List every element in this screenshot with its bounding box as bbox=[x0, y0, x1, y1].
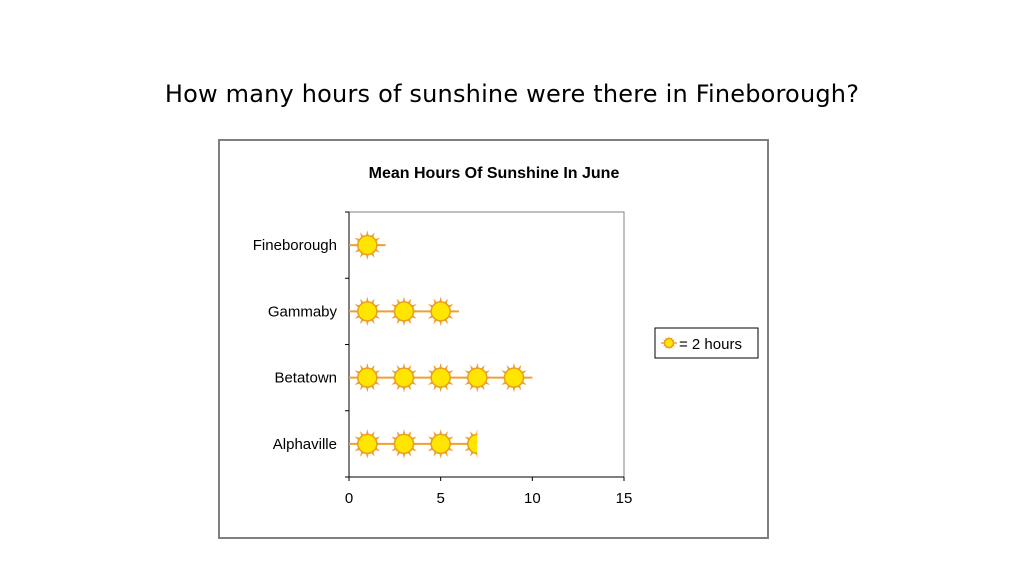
bar-gammaby bbox=[349, 296, 459, 327]
legend-sun-icon bbox=[661, 336, 677, 350]
chart-frame: Mean Hours Of Sunshine In June Fineborou… bbox=[218, 139, 769, 539]
sun-icon bbox=[352, 230, 383, 260]
sun-icon bbox=[389, 362, 419, 393]
y-axis: Fineborough Gammaby Betatown Alphaville bbox=[253, 211, 350, 478]
x-tick-label: 0 bbox=[345, 490, 353, 507]
category-label: Fineborough bbox=[253, 237, 337, 254]
sun-icon bbox=[352, 429, 383, 459]
question-text: How many hours of sunshine were there in… bbox=[164, 80, 860, 108]
bar-alphaville bbox=[349, 429, 478, 459]
sun-icon bbox=[352, 296, 383, 327]
category-label: Gammaby bbox=[268, 303, 338, 320]
chart-title: Mean Hours Of Sunshine In June bbox=[369, 165, 620, 182]
x-tick-label: 5 bbox=[436, 490, 444, 507]
legend-sun bbox=[662, 336, 676, 350]
sun-icon bbox=[425, 429, 456, 459]
sun-icon bbox=[462, 362, 493, 393]
category-label: Betatown bbox=[274, 370, 337, 387]
legend-label: = 2 hours bbox=[679, 336, 742, 353]
partial-sun-icon bbox=[462, 429, 478, 459]
x-axis: 0 5 10 15 bbox=[345, 476, 633, 507]
plot-area bbox=[348, 211, 625, 478]
sun-icon bbox=[389, 296, 419, 327]
bar-fineborough bbox=[349, 230, 386, 260]
bar-betatown bbox=[349, 362, 533, 393]
sun-icon bbox=[352, 362, 383, 393]
sun-icon bbox=[389, 429, 419, 459]
sun-symbols bbox=[349, 230, 533, 459]
x-tick-label: 15 bbox=[616, 490, 633, 507]
category-label: Alphaville bbox=[273, 436, 337, 453]
sun-icon bbox=[499, 362, 529, 393]
x-tick-label: 10 bbox=[524, 490, 541, 507]
sun-icon bbox=[425, 362, 456, 393]
sun-icon bbox=[425, 296, 456, 327]
legend: = 2 hours bbox=[654, 327, 759, 359]
pictogram-chart: Mean Hours Of Sunshine In June Fineborou… bbox=[253, 165, 759, 507]
